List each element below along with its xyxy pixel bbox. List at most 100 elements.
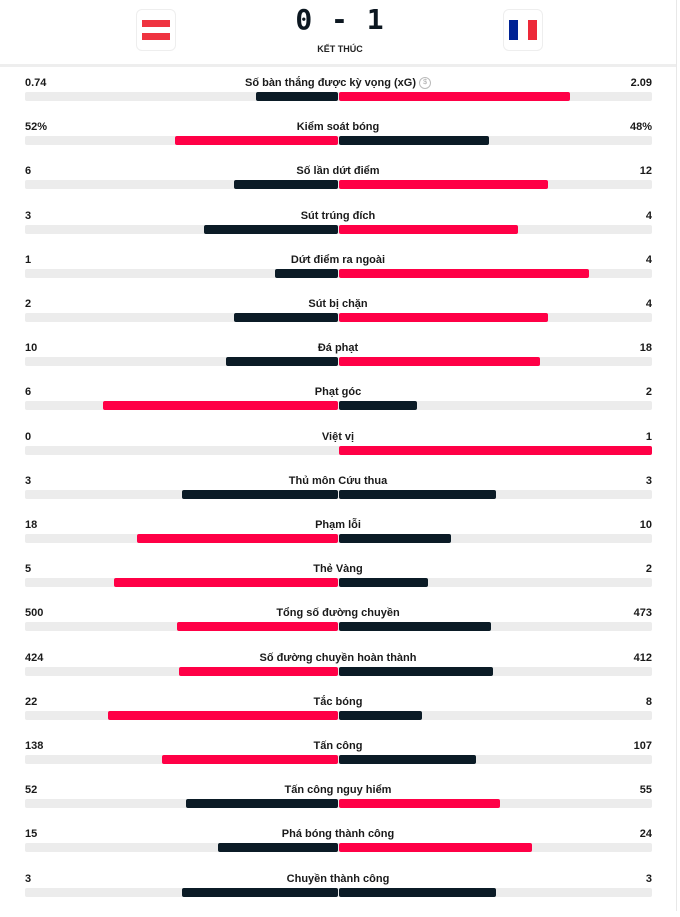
home-team-flag[interactable] bbox=[136, 9, 176, 51]
stat-label-text: Thẻ Vàng bbox=[313, 563, 363, 576]
stat-bar-track bbox=[25, 92, 652, 101]
flag-stripe bbox=[142, 20, 170, 27]
away-value: 1 bbox=[645, 430, 652, 443]
stat-row: 0.74 Số bàn thắng được kỳ vọng (xG) $2.09 bbox=[0, 77, 676, 121]
away-stat-bar bbox=[339, 445, 652, 455]
stat-label-text: Tấn công nguy hiểm bbox=[284, 784, 392, 797]
home-value: 22 bbox=[25, 695, 38, 708]
stat-label: Đá phạt bbox=[138, 342, 538, 354]
stat-label: Phạt góc bbox=[138, 386, 538, 398]
stat-label: Số đường chuyền hoàn thành bbox=[138, 652, 538, 664]
stat-bar-track bbox=[25, 136, 652, 146]
away-stat-bar bbox=[339, 313, 548, 322]
stat-label-text: Số đường chuyền hoàn thành bbox=[259, 651, 417, 664]
france-flag-icon bbox=[509, 20, 537, 40]
away-stat-bar bbox=[339, 92, 571, 101]
away-value: 4 bbox=[645, 209, 652, 222]
stat-bar-track bbox=[25, 843, 652, 853]
stat-label: Chuyền thành công bbox=[138, 873, 538, 885]
away-stat-bar bbox=[339, 357, 541, 367]
away-stat-bar bbox=[339, 489, 496, 499]
away-stat-bar bbox=[339, 622, 492, 632]
home-stat-bar bbox=[233, 313, 338, 322]
stat-label: Thủ môn Cứu thua bbox=[138, 475, 538, 487]
stat-bar-track bbox=[25, 710, 652, 720]
away-stat-bar bbox=[339, 799, 500, 809]
away-team-flag[interactable] bbox=[503, 9, 543, 51]
away-value: 4 bbox=[645, 253, 652, 266]
away-value: 3 bbox=[645, 474, 652, 487]
stat-label-text: Thủ môn Cứu thua bbox=[288, 474, 388, 487]
home-stat-bar bbox=[203, 224, 338, 234]
home-value: 6 bbox=[25, 165, 32, 178]
home-value: 1 bbox=[25, 253, 32, 266]
stat-label-text: Kiểm soát bóng bbox=[296, 121, 380, 134]
home-stat-bar bbox=[114, 578, 338, 588]
home-value: 5 bbox=[25, 563, 32, 576]
home-stat-bar bbox=[217, 843, 338, 853]
flag-stripe bbox=[142, 33, 170, 40]
info-icon[interactable]: $ bbox=[419, 77, 432, 90]
stat-label: Tắc bóng bbox=[138, 696, 538, 708]
stat-label-text: Chuyền thành công bbox=[286, 872, 390, 885]
stat-bar-track bbox=[25, 578, 652, 588]
stat-label: Dứt điểm ra ngoài bbox=[138, 254, 538, 266]
stat-label-text: Dứt điểm ra ngoài bbox=[290, 253, 386, 266]
home-stat-bar bbox=[179, 666, 338, 676]
home-value: 6 bbox=[25, 386, 32, 399]
away-value: 2 bbox=[645, 386, 652, 399]
home-stat-bar bbox=[175, 136, 338, 146]
stat-label-text: Sút bị chặn bbox=[308, 298, 368, 310]
stat-label-text: Tấn công bbox=[313, 740, 363, 752]
away-stat-bar bbox=[339, 401, 418, 411]
away-value: 4 bbox=[645, 298, 652, 310]
stat-bar-track bbox=[25, 357, 652, 367]
stat-bar-track bbox=[25, 799, 652, 809]
home-stat-bar bbox=[226, 357, 338, 367]
away-value: 412 bbox=[633, 651, 652, 664]
away-value: 48% bbox=[629, 121, 652, 134]
match-header: 0 - 1 KẾT THÚC bbox=[0, 0, 676, 67]
stat-row: 138 Tấn công 107 bbox=[0, 740, 676, 784]
away-stat-bar bbox=[339, 710, 423, 720]
flag-stripe bbox=[527, 20, 537, 40]
home-stat-bar bbox=[275, 268, 338, 278]
away-stat-bar bbox=[339, 224, 518, 234]
stat-label-text: Phạt góc bbox=[314, 386, 362, 399]
away-value: 2.09 bbox=[630, 77, 652, 89]
stat-label: Phá bóng thành công bbox=[138, 828, 538, 840]
away-stat-bar bbox=[339, 268, 590, 278]
stat-row: 52% Kiểm soát bóng 48% bbox=[0, 121, 676, 165]
away-stat-bar bbox=[339, 887, 496, 897]
stat-bar-track bbox=[25, 755, 652, 764]
austria-flag-icon bbox=[142, 20, 170, 40]
stat-label-text: Phá bóng thành công bbox=[281, 828, 395, 841]
stat-label: Sút trúng đích bbox=[138, 210, 538, 222]
home-value: 10 bbox=[25, 342, 38, 355]
stat-label-text: Tắc bóng bbox=[313, 695, 363, 708]
stat-row: 15 Phá bóng thành công 24 bbox=[0, 828, 676, 872]
flag-stripe bbox=[142, 26, 170, 34]
stat-row: 5 Thẻ Vàng 2 bbox=[0, 563, 676, 607]
home-stat-bar bbox=[161, 755, 338, 764]
home-stat-bar bbox=[185, 799, 338, 809]
stat-label-text: Sút trúng đích bbox=[300, 209, 376, 222]
stat-row: 0 Việt vị 1 bbox=[0, 431, 676, 475]
stat-row: 52 Tấn công nguy hiểm 55 bbox=[0, 784, 676, 828]
away-stat-bar bbox=[339, 755, 476, 764]
flag-stripe bbox=[509, 20, 519, 40]
match-status: KẾT THÚC bbox=[317, 44, 363, 54]
away-value: 10 bbox=[639, 519, 652, 531]
stat-bar-track bbox=[25, 268, 652, 278]
away-value: 24 bbox=[639, 828, 652, 841]
stat-label: Tấn công nguy hiểm bbox=[138, 784, 538, 796]
home-value: 18 bbox=[25, 519, 38, 531]
stat-label: Việt vị bbox=[138, 431, 538, 443]
stat-bar-track bbox=[25, 180, 652, 190]
flag-stripe bbox=[518, 20, 528, 40]
away-value: 2 bbox=[645, 563, 652, 576]
stat-row: 3 Chuyền thành công 3 bbox=[0, 873, 676, 917]
stat-bar-track bbox=[25, 313, 652, 322]
stat-row: 22 Tắc bóng 8 bbox=[0, 696, 676, 740]
